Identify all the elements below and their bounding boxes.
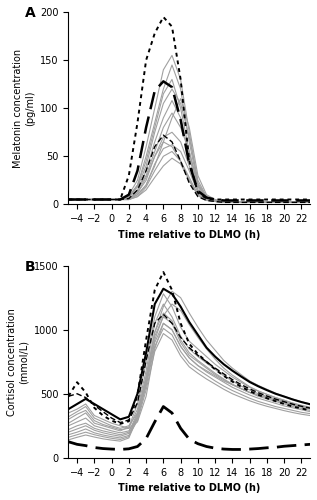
Text: A: A	[25, 6, 36, 20]
Y-axis label: Cortisol concentration
(mmol/L): Cortisol concentration (mmol/L)	[7, 308, 29, 416]
Text: B: B	[25, 260, 36, 274]
X-axis label: Time relative to DLMO (h): Time relative to DLMO (h)	[118, 230, 261, 239]
Y-axis label: Melatonin concentration
(pg/ml): Melatonin concentration (pg/ml)	[13, 48, 35, 168]
X-axis label: Time relative to DLMO (h): Time relative to DLMO (h)	[118, 483, 261, 493]
